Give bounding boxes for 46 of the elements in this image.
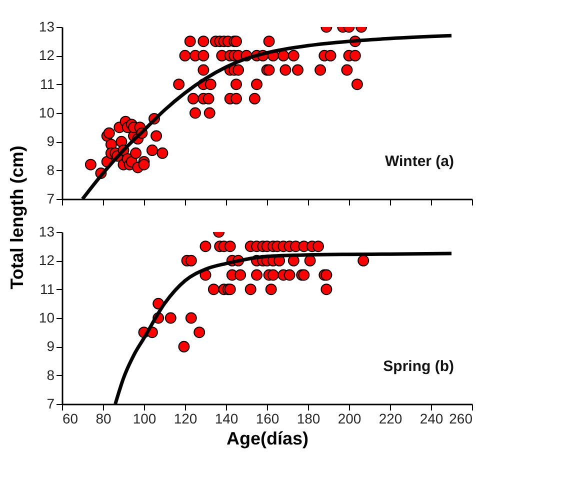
y-tick-label: 12	[38, 252, 55, 268]
x-tick-label: 100	[132, 410, 156, 426]
point	[178, 340, 190, 352]
y-tick-label: 11	[40, 280, 55, 297]
point	[267, 269, 279, 281]
y-tick-label: 8	[46, 366, 55, 383]
point	[224, 240, 236, 252]
annotation: Winter (a)	[384, 153, 454, 170]
x-tick-label: 120	[174, 410, 198, 426]
annotation: Spring (b)	[383, 358, 454, 376]
x-tick-label: 180	[296, 410, 320, 426]
y-axis-title: Total length (cm)	[6, 146, 27, 290]
y-tick-label: 7	[46, 190, 55, 206]
x-tick-label: 140	[214, 410, 238, 426]
point	[251, 269, 262, 281]
point	[194, 326, 206, 338]
x-tick-label: 240	[420, 410, 444, 426]
x-tick-label: 220	[378, 410, 402, 426]
x-tick-label: 160	[256, 410, 280, 426]
y-tick-label: 7	[46, 396, 55, 412]
y-tick-label: 12	[38, 47, 55, 64]
point	[265, 284, 277, 296]
x-tick-label: 260	[449, 410, 473, 426]
y-tick-label: 10	[38, 104, 55, 120]
x-tick-label: 60	[62, 410, 78, 426]
point	[244, 284, 256, 296]
point	[234, 269, 246, 281]
x-tick-label: 80	[96, 410, 112, 426]
point	[185, 312, 197, 324]
point	[358, 254, 370, 266]
x-axis-title: Age(días)	[226, 428, 309, 448]
y-tick-label: 8	[46, 162, 55, 178]
x-tick-label: 200	[338, 410, 362, 426]
point	[312, 240, 324, 252]
point	[320, 284, 332, 296]
point	[208, 284, 220, 296]
y-tick-label: 9	[46, 338, 55, 354]
y-tick-label: 11	[40, 76, 55, 92]
point	[284, 269, 296, 281]
y-tick-label: 13	[38, 224, 55, 240]
point	[185, 254, 197, 266]
y-tick-label: 10	[38, 310, 55, 326]
point	[164, 312, 176, 324]
y-tick-label: 13	[38, 18, 55, 34]
y-tick-label: 9	[46, 133, 55, 150]
point	[200, 240, 212, 252]
